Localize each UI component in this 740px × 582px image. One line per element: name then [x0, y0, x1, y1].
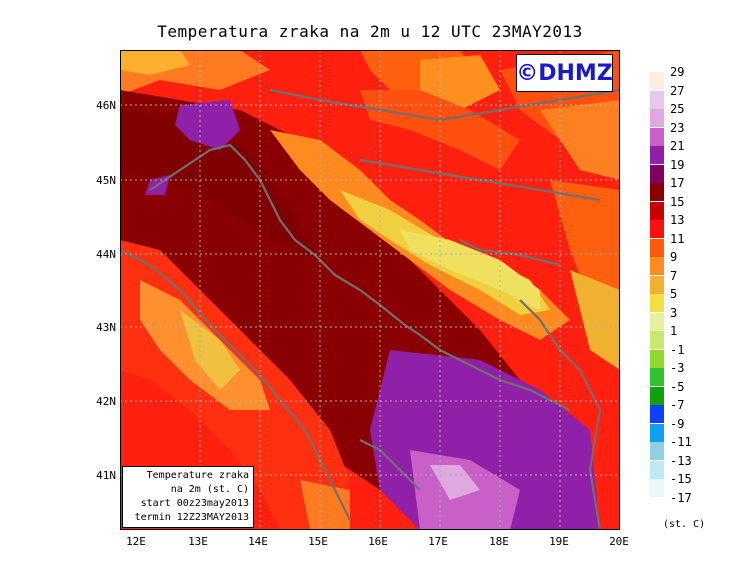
temperature-map[interactable]	[120, 50, 620, 530]
lat-label-42n: 42N	[96, 395, 116, 408]
legend-swatch	[650, 90, 664, 109]
lat-label-46n: 46N	[96, 99, 116, 112]
info-line-2: na 2m (st. C)	[170, 484, 249, 495]
legend-label: 13	[670, 213, 685, 227]
legend-label: -9	[670, 416, 685, 431]
legend-label: 23	[670, 120, 685, 135]
legend-label: -15	[670, 472, 692, 486]
info-line-4: termin 12Z23MAY2013	[134, 512, 249, 523]
legend-label: 27	[670, 83, 685, 98]
lon-label-14e: 14E	[248, 535, 268, 548]
legend-swatch	[650, 368, 664, 386]
legend-swatch	[650, 220, 664, 238]
legend-label: 15	[670, 194, 685, 209]
legend-swatch	[650, 275, 664, 294]
legend-swatch	[650, 164, 664, 183]
info-line-1: Temperature zraka	[146, 470, 249, 481]
lat-label-44n: 44N	[96, 248, 116, 261]
legend-swatch	[650, 72, 664, 90]
legend-swatch	[650, 460, 664, 479]
legend-label: 29	[670, 65, 685, 79]
info-line-3: start 00z23may2013	[140, 498, 249, 509]
lon-label-19e: 19E	[549, 535, 569, 548]
legend-label: -5	[670, 379, 685, 394]
dhmz-logo: ©DHMZ	[516, 54, 613, 92]
legend-swatch	[650, 442, 664, 460]
legend-swatch	[650, 479, 664, 497]
legend-swatch	[650, 257, 664, 275]
legend-label: 9	[670, 250, 678, 264]
legend-label: -1	[670, 342, 685, 357]
lat-label-43n: 43N	[96, 321, 116, 334]
legend-label: 17	[670, 176, 685, 190]
legend-swatch	[650, 294, 664, 312]
map-title: Temperatura zraka na 2m u 12 UTC 23MAY20…	[157, 22, 583, 41]
legend-label: 5	[670, 287, 678, 301]
lon-label-12e: 12E	[126, 535, 146, 548]
legend-label: 1	[670, 324, 678, 338]
legend-swatch	[650, 201, 664, 220]
lat-label-45n: 45N	[96, 174, 116, 187]
lon-label-20e: 20E	[609, 535, 629, 548]
lat-label-41n: 41N	[96, 469, 116, 482]
legend-swatch	[650, 238, 664, 257]
legend-label: -11	[670, 435, 692, 449]
legend-swatch	[650, 312, 664, 331]
legend-label: 25	[670, 102, 685, 116]
legend-label: 19	[670, 157, 685, 172]
legend-swatch	[650, 109, 664, 127]
legend-swatch	[650, 146, 664, 164]
legend-label: -17	[670, 490, 692, 505]
legend-swatch	[650, 349, 664, 368]
legend-swatch	[650, 405, 664, 423]
legend-units: (st. C)	[663, 519, 706, 530]
legend-label: 11	[670, 231, 685, 246]
legend-label: -7	[670, 398, 685, 412]
legend-swatch	[650, 386, 664, 405]
lon-label-15e: 15E	[308, 535, 328, 548]
legend-swatch	[650, 127, 664, 146]
legend-swatch	[650, 423, 664, 442]
legend-label: 21	[670, 139, 685, 153]
lon-label-18e: 18E	[489, 535, 509, 548]
legend-label: 3	[670, 305, 678, 320]
legend-swatch	[650, 183, 664, 201]
legend-label: -3	[670, 361, 685, 375]
legend-swatch	[650, 331, 664, 349]
lon-label-16e: 16E	[368, 535, 388, 548]
info-box: Temperature zraka na 2m (st. C) start 00…	[122, 466, 254, 528]
lon-label-13e: 13E	[188, 535, 208, 548]
legend-label: 7	[670, 268, 678, 283]
legend-label: -13	[670, 453, 692, 468]
lon-label-17e: 17E	[428, 535, 448, 548]
